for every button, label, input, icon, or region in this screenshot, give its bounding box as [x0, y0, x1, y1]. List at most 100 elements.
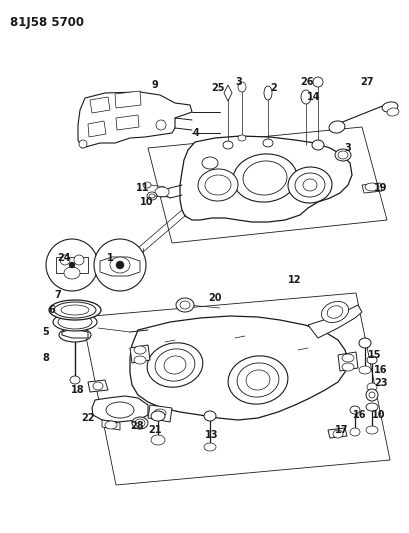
- Ellipse shape: [147, 192, 157, 200]
- Ellipse shape: [228, 356, 288, 404]
- Circle shape: [46, 239, 98, 291]
- Ellipse shape: [70, 376, 80, 384]
- Circle shape: [156, 120, 166, 130]
- Text: 2: 2: [271, 83, 277, 93]
- Text: 27: 27: [360, 77, 374, 87]
- Ellipse shape: [366, 426, 378, 434]
- Polygon shape: [328, 428, 347, 438]
- Text: 81J58 5700: 81J58 5700: [10, 16, 84, 29]
- Text: 13: 13: [205, 430, 219, 440]
- Circle shape: [116, 261, 124, 269]
- Text: 5: 5: [43, 327, 49, 337]
- Text: 16: 16: [353, 410, 367, 420]
- Ellipse shape: [365, 183, 379, 191]
- Text: 3: 3: [345, 143, 351, 153]
- Ellipse shape: [164, 356, 186, 374]
- Text: 25: 25: [211, 83, 225, 93]
- Ellipse shape: [134, 346, 146, 354]
- Text: 18: 18: [71, 385, 85, 395]
- Ellipse shape: [366, 403, 378, 411]
- Polygon shape: [92, 396, 148, 422]
- Ellipse shape: [238, 82, 246, 92]
- Text: 22: 22: [81, 413, 95, 423]
- Text: 17: 17: [335, 425, 349, 435]
- Ellipse shape: [312, 140, 324, 150]
- Ellipse shape: [233, 154, 297, 202]
- Polygon shape: [100, 257, 140, 276]
- Ellipse shape: [335, 149, 351, 161]
- Ellipse shape: [93, 382, 103, 390]
- Polygon shape: [148, 127, 387, 243]
- Circle shape: [79, 140, 87, 148]
- Circle shape: [366, 389, 378, 401]
- Polygon shape: [148, 405, 172, 422]
- Text: 23: 23: [374, 378, 388, 388]
- Ellipse shape: [134, 356, 146, 364]
- Polygon shape: [224, 85, 232, 101]
- Text: 21: 21: [148, 425, 162, 435]
- Ellipse shape: [202, 157, 218, 169]
- Polygon shape: [115, 91, 141, 108]
- Ellipse shape: [288, 167, 332, 203]
- Text: 14: 14: [307, 92, 321, 102]
- Ellipse shape: [59, 328, 91, 342]
- Ellipse shape: [198, 169, 238, 201]
- Text: 6: 6: [49, 305, 55, 315]
- Ellipse shape: [321, 302, 348, 322]
- Polygon shape: [362, 183, 382, 193]
- Circle shape: [60, 255, 70, 265]
- Circle shape: [94, 239, 146, 291]
- Polygon shape: [102, 420, 120, 430]
- Ellipse shape: [176, 298, 194, 312]
- Ellipse shape: [155, 187, 169, 197]
- Ellipse shape: [238, 135, 246, 141]
- Text: 12: 12: [288, 275, 302, 285]
- Text: 1: 1: [107, 253, 113, 263]
- Polygon shape: [56, 257, 88, 273]
- Ellipse shape: [155, 349, 195, 381]
- Ellipse shape: [387, 108, 399, 116]
- Ellipse shape: [64, 267, 80, 279]
- Text: 19: 19: [374, 183, 388, 193]
- Ellipse shape: [58, 315, 92, 329]
- Text: 16: 16: [374, 365, 388, 375]
- Ellipse shape: [61, 305, 89, 315]
- Polygon shape: [88, 121, 106, 137]
- Polygon shape: [62, 329, 88, 338]
- Ellipse shape: [49, 300, 101, 320]
- Text: 3: 3: [236, 77, 243, 87]
- Ellipse shape: [303, 179, 317, 191]
- Ellipse shape: [313, 77, 323, 87]
- Circle shape: [69, 262, 75, 268]
- Polygon shape: [130, 316, 348, 420]
- Polygon shape: [308, 305, 362, 338]
- Ellipse shape: [135, 419, 145, 427]
- Ellipse shape: [350, 428, 360, 436]
- Ellipse shape: [243, 161, 287, 195]
- Ellipse shape: [327, 306, 343, 318]
- Ellipse shape: [237, 363, 279, 397]
- Ellipse shape: [151, 411, 165, 421]
- Ellipse shape: [367, 356, 377, 364]
- Ellipse shape: [329, 121, 345, 133]
- Ellipse shape: [295, 173, 325, 197]
- Ellipse shape: [382, 102, 398, 112]
- Ellipse shape: [151, 435, 165, 445]
- Ellipse shape: [338, 151, 348, 159]
- Ellipse shape: [149, 194, 155, 198]
- Ellipse shape: [132, 417, 148, 429]
- Ellipse shape: [204, 443, 216, 451]
- Polygon shape: [78, 92, 192, 148]
- Ellipse shape: [342, 354, 354, 362]
- Ellipse shape: [342, 363, 354, 371]
- Ellipse shape: [110, 257, 130, 273]
- Ellipse shape: [147, 343, 203, 387]
- Polygon shape: [130, 345, 150, 363]
- Ellipse shape: [105, 421, 117, 429]
- Text: 15: 15: [368, 350, 382, 360]
- Ellipse shape: [106, 402, 134, 418]
- Text: 10: 10: [140, 197, 154, 207]
- Ellipse shape: [333, 430, 343, 438]
- Ellipse shape: [204, 411, 216, 421]
- Text: 26: 26: [300, 77, 314, 87]
